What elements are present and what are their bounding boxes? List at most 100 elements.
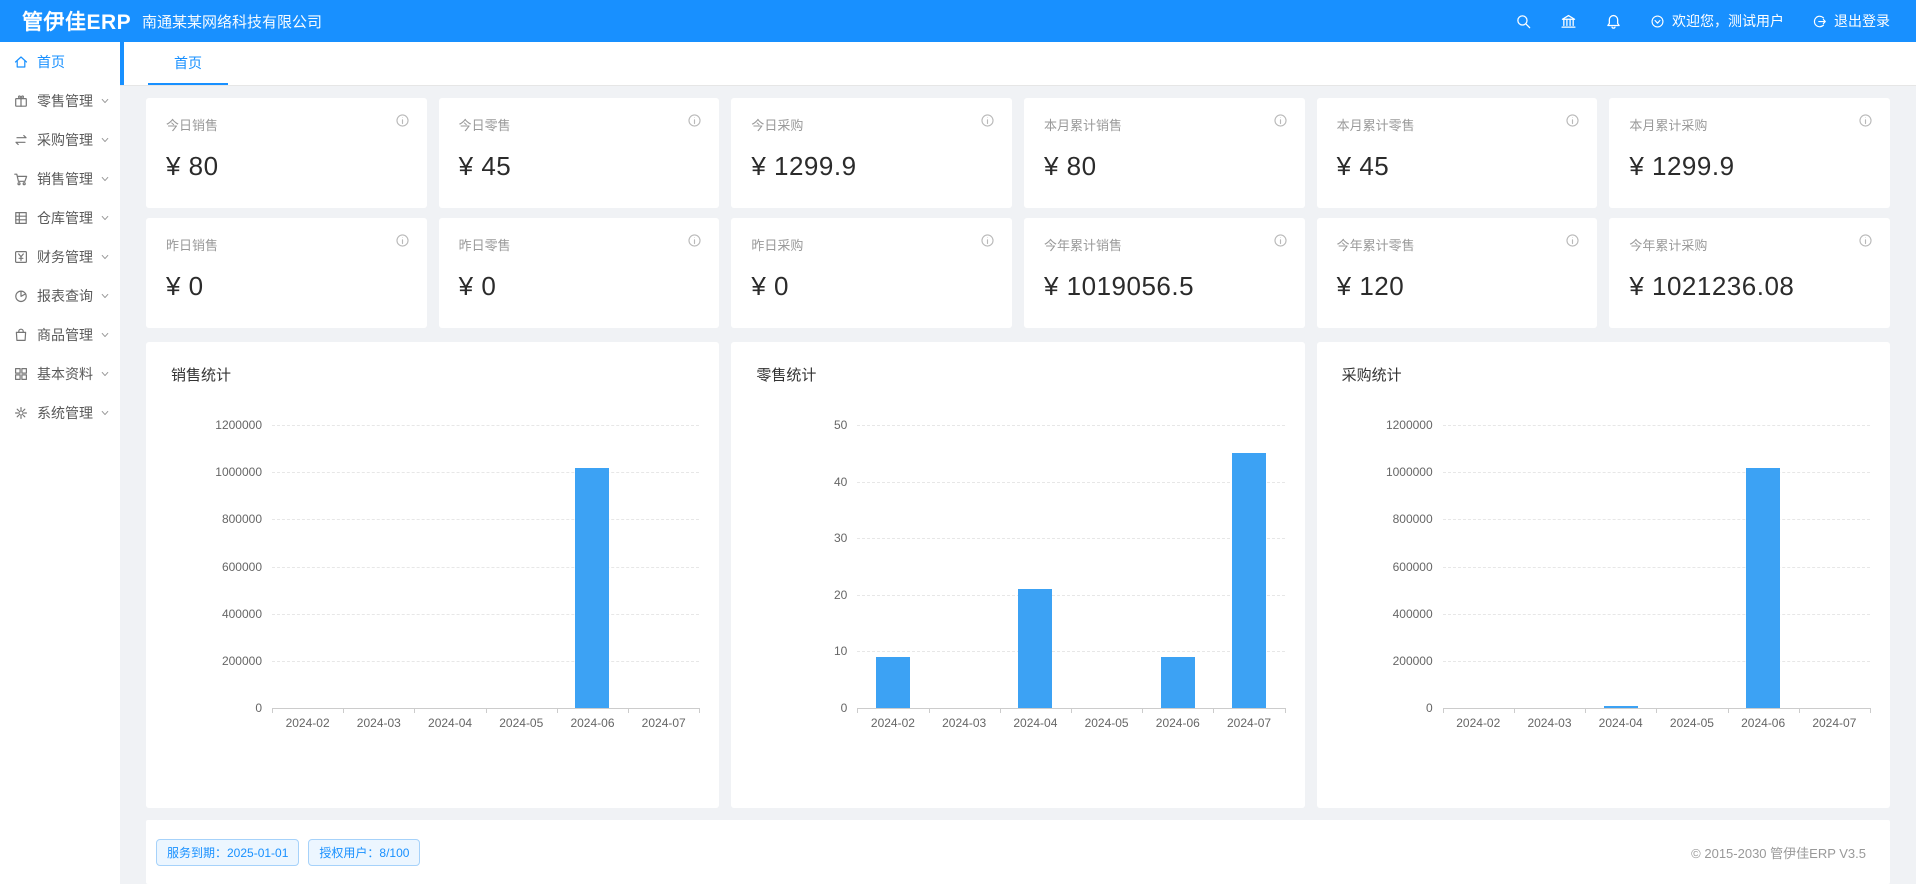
sidebar-item-label: 基本资料 — [37, 365, 93, 382]
y-tick-label: 1000000 — [1385, 465, 1433, 480]
x-axis-tick — [414, 708, 416, 713]
purchase-icon — [13, 132, 29, 148]
stat-card: 昨日采购 ¥ 0 — [731, 218, 1012, 328]
sidebar-item-retail[interactable]: 零售管理 — [0, 81, 120, 120]
app-logo[interactable]: 管伊佳ERP — [22, 11, 132, 34]
user-menu[interactable]: 欢迎您，测试用户 — [1650, 11, 1784, 31]
chevron-down-icon — [100, 252, 110, 262]
stat-label: 今日采购 — [751, 118, 804, 133]
report-icon — [13, 288, 29, 304]
gridline — [1442, 660, 1870, 662]
sidebar-item-label: 报表查询 — [37, 287, 93, 304]
sidebar-item-finance[interactable]: 财务管理 — [0, 237, 120, 276]
info-icon[interactable] — [1565, 113, 1580, 128]
x-axis-tick — [699, 708, 701, 713]
stat-label: 今年累计零售 — [1336, 238, 1415, 253]
sidebar-item-label: 商品管理 — [37, 326, 93, 343]
info-icon[interactable] — [687, 233, 702, 248]
logout-icon — [1812, 14, 1827, 29]
stat-value: ¥ 45 — [1336, 151, 1390, 181]
stat-card: 今年累计采购 ¥ 1021236.08 — [1609, 218, 1890, 328]
x-tick-label: 2024-05 — [1669, 716, 1714, 730]
search-icon[interactable] — [1515, 13, 1532, 30]
chart-bar — [1746, 468, 1781, 708]
stat-card: 本月累计采购 ¥ 1299.9 — [1609, 98, 1890, 208]
home-icon — [13, 54, 29, 70]
y-tick-label: 1200000 — [1385, 418, 1433, 432]
stat-label: 昨日采购 — [751, 238, 804, 253]
x-axis-tick — [928, 708, 930, 713]
goods-icon — [13, 327, 29, 343]
sidebar-item-system[interactable]: 系统管理 — [0, 393, 120, 432]
y-tick-label: 400000 — [221, 606, 262, 621]
info-icon[interactable] — [1858, 113, 1873, 128]
info-icon[interactable] — [1565, 233, 1580, 248]
stat-value: ¥ 0 — [458, 271, 497, 301]
gridline — [857, 594, 1285, 596]
info-icon[interactable] — [980, 113, 995, 128]
chart-title: 采购统计 — [1341, 367, 1402, 384]
x-axis-tick — [1869, 708, 1871, 713]
tab-home[interactable]: 首页 — [148, 42, 228, 85]
info-icon[interactable] — [1858, 233, 1873, 248]
chevron-down-icon — [100, 369, 110, 379]
stat-value: ¥ 1299.9 — [1629, 151, 1735, 181]
sidebar-item-home[interactable]: 首页 — [0, 42, 120, 81]
info-icon[interactable] — [395, 233, 410, 248]
info-icon[interactable] — [980, 233, 995, 248]
bell-icon[interactable] — [1605, 13, 1622, 30]
sidebar-item-purchase[interactable]: 采购管理 — [0, 120, 120, 159]
chart-plot: 0 200000 400000 600000 800000 1000000 1200000 2… — [215, 418, 701, 730]
stat-card: 本月累计零售 ¥ 45 — [1316, 98, 1598, 208]
info-icon[interactable] — [1273, 233, 1288, 248]
sidebar-item-sales[interactable]: 销售管理 — [0, 159, 120, 198]
system-icon — [13, 405, 29, 421]
chart-card-purchase-stats: 采购统计 0 200000 400000 600000 800000 1000000 1200… — [1316, 342, 1890, 808]
x-axis-tick — [343, 708, 345, 713]
y-tick-label: 800000 — [221, 512, 262, 527]
gridline — [1442, 613, 1870, 615]
x-tick-label: 2024-04 — [1598, 716, 1643, 730]
logout-button[interactable]: 退出登录 — [1812, 11, 1890, 31]
chevron-down-icon — [100, 96, 110, 106]
y-tick-label: 0 — [840, 701, 848, 715]
stats-grid: 今日销售 ¥ 80 今日零售 ¥ 45 今日采购 ¥ 1299.9 本月累计销售 ¥ 80 本月… — [146, 98, 1890, 328]
sidebar-item-label: 仓库管理 — [37, 209, 93, 226]
chart-card-retail-stats: 零售统计 0 10 20 30 40 50 2024-02 2024-03 2024-04 2024… — [731, 342, 1305, 808]
tab-accent-bar — [120, 42, 124, 85]
chart-plot: 0 200000 400000 600000 800000 1000000 1200000 2… — [1386, 418, 1871, 730]
y-tick-label: 20 — [833, 587, 848, 602]
chart-bar — [1603, 706, 1638, 708]
gridline — [272, 425, 700, 426]
y-tick-label: 600000 — [221, 559, 262, 574]
chevron-down-icon — [100, 291, 110, 301]
dashboard-content: 今日销售 ¥ 80 今日零售 ¥ 45 今日采购 ¥ 1299.9 本月累计销售 ¥ 80 本月… — [120, 86, 1916, 884]
y-tick-label: 40 — [833, 474, 848, 489]
y-tick-label: 1000000 — [215, 465, 262, 480]
x-axis-tick — [1142, 708, 1144, 713]
x-tick-label: 2024-02 — [285, 716, 330, 730]
stat-label: 今日销售 — [166, 118, 219, 133]
stat-label: 本月累计采购 — [1629, 118, 1708, 133]
sidebar-item-goods[interactable]: 商品管理 — [0, 315, 120, 354]
user-dropdown-icon — [1650, 14, 1665, 29]
sidebar-item-label: 零售管理 — [37, 92, 93, 109]
bank-icon[interactable] — [1560, 13, 1577, 30]
info-icon[interactable] — [395, 113, 410, 128]
x-axis-tick — [1070, 708, 1072, 713]
gridline — [272, 660, 700, 662]
stat-label: 本月累计零售 — [1336, 118, 1415, 133]
y-tick-label: 50 — [833, 418, 848, 432]
sidebar-item-basedata[interactable]: 基本资料 — [0, 354, 120, 393]
stat-card: 今日采购 ¥ 1299.9 — [731, 98, 1012, 208]
sidebar-item-warehouse[interactable]: 仓库管理 — [0, 198, 120, 237]
x-tick-label: 2024-06 — [1741, 716, 1786, 730]
info-icon[interactable] — [687, 113, 702, 128]
stat-value: ¥ 120 — [1336, 271, 1405, 301]
x-axis-tick — [1284, 708, 1286, 713]
info-icon[interactable] — [1273, 113, 1288, 128]
sidebar-item-report[interactable]: 报表查询 — [0, 276, 120, 315]
gridline — [272, 472, 700, 474]
x-axis-tick — [556, 708, 558, 713]
gridline — [272, 566, 700, 568]
